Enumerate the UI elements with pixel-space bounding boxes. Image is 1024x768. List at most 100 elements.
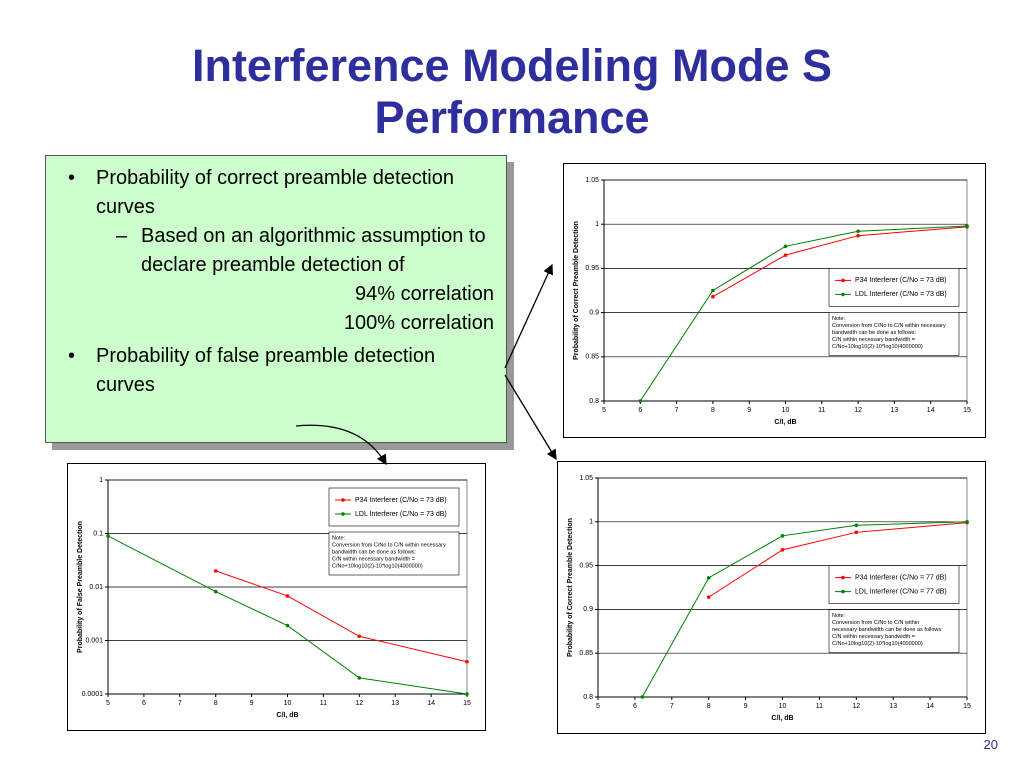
- y-tick-label: 1: [589, 519, 593, 526]
- note-text: Conversion from C/No to C/N within: [832, 620, 919, 626]
- data-point: [711, 294, 715, 299]
- legend-label: LDL Interferer (C/No = 77 dB): [855, 588, 947, 595]
- y-axis-label: Probability of False Preamble Detection: [77, 521, 84, 653]
- x-tick-label: 7: [178, 700, 182, 707]
- x-tick-label: 14: [927, 407, 935, 414]
- x-tick-label: 13: [391, 700, 399, 707]
- data-point: [783, 253, 788, 257]
- bullet-box: Probability of correct preamble detectio…: [45, 155, 507, 443]
- x-axis-label: C/I, dB: [276, 712, 298, 719]
- legend-label: LDL Interferer (C/No = 73 dB): [855, 291, 947, 298]
- x-tick-label: 12: [854, 407, 862, 414]
- data-point: [965, 520, 969, 524]
- data-point: [357, 676, 362, 680]
- note-text: Note:: [332, 535, 346, 541]
- note-text: Conversion from C/No to C/N within neces…: [332, 542, 446, 548]
- x-axis-label: C/I, dB: [771, 715, 793, 722]
- x-tick-label: 8: [707, 703, 711, 710]
- series-line: [708, 522, 968, 598]
- series-line: [215, 570, 468, 663]
- data-point: [638, 399, 643, 403]
- x-tick-label: 7: [670, 703, 674, 710]
- note-text: necessary bandwidth can be done as follo…: [832, 627, 943, 633]
- data-point: [213, 569, 218, 573]
- x-tick-label: 12: [355, 700, 363, 707]
- data-point: [780, 534, 785, 538]
- y-tick-label: 0.01: [89, 584, 103, 591]
- note-text: C/N within necessary bandwidth =: [332, 556, 415, 562]
- x-tick-label: 11: [320, 700, 327, 707]
- y-tick-label: 1.05: [579, 475, 593, 482]
- x-tick-label: 6: [142, 700, 146, 707]
- note-text: Note:: [832, 316, 846, 322]
- bullet: Probability of correct preamble detectio…: [56, 164, 496, 222]
- x-tick-label: 15: [963, 407, 971, 414]
- y-tick-label: 0.85: [579, 650, 593, 657]
- x-tick-label: 5: [596, 703, 600, 710]
- sub-bullet: Based on an algorithmic assumption to de…: [56, 222, 496, 280]
- x-tick-label: 10: [284, 700, 292, 707]
- y-tick-label: 0.95: [585, 265, 599, 272]
- data-point: [285, 623, 290, 628]
- note-text: C/N within necessary bandwidth =: [832, 634, 915, 640]
- data-point: [706, 576, 711, 580]
- note-box: [828, 609, 960, 653]
- x-tick-label: 9: [250, 700, 254, 707]
- data-point: [856, 233, 860, 238]
- y-tick-label: 1: [99, 477, 103, 484]
- data-point: [854, 530, 859, 535]
- data-point: [285, 594, 290, 598]
- legend-marker: [841, 292, 845, 297]
- legend-label: P34 Interferer (C/No = 73 dB): [855, 277, 947, 284]
- x-tick-label: 9: [747, 407, 751, 414]
- data-point: [640, 695, 645, 699]
- x-tick-label: 8: [711, 407, 715, 414]
- data-point: [357, 634, 362, 639]
- y-tick-label: 0.1: [93, 530, 103, 537]
- legend-label: LDL Interferer (C/No = 73 dB): [355, 511, 447, 518]
- y-tick-label: 1: [595, 221, 599, 228]
- x-tick-label: 13: [889, 703, 897, 710]
- sub-item: 94% correlation: [355, 283, 494, 305]
- note-text: bandwidth can be done as follows:: [832, 330, 917, 336]
- arrow: [504, 263, 553, 369]
- data-point: [783, 244, 788, 249]
- x-tick-label: 15: [963, 703, 971, 710]
- x-tick-label: 6: [633, 703, 637, 710]
- x-axis-label: C/I, dB: [774, 419, 796, 426]
- chart: 0.8 0.85 0.9 0.95 1 1.05 5 6 7 8 9 10 11 12 13 14 15 C/I,…: [563, 163, 986, 438]
- y-tick-label: 0.95: [579, 562, 593, 569]
- note-text: Note:: [832, 613, 846, 619]
- y-tick-label: 0.001: [85, 637, 103, 644]
- bullet: Probability of false preamble detection …: [56, 342, 496, 400]
- y-tick-label: 0.9: [583, 606, 593, 613]
- x-tick-label: 14: [427, 700, 435, 707]
- x-tick-label: 13: [891, 407, 899, 414]
- y-tick-label: 0.85: [585, 354, 599, 361]
- note-text: bandwidth can be done as follows:: [332, 549, 417, 555]
- legend: [828, 268, 960, 307]
- note-text: C/No+10log10(2)-10*log10(4000000): [832, 641, 923, 647]
- note-text: C/N within necessary bandwidth =: [832, 337, 915, 343]
- y-tick-label: 0.9: [589, 309, 599, 316]
- x-tick-label: 10: [779, 703, 787, 710]
- legend-label: P34 Interferer (C/No = 73 dB): [355, 497, 447, 504]
- y-tick-label: 0.8: [589, 398, 599, 405]
- x-tick-label: 6: [638, 407, 642, 414]
- data-point: [965, 224, 969, 228]
- y-tick-label: 0.8: [583, 694, 593, 701]
- legend-marker: [841, 278, 845, 283]
- x-tick-label: 9: [744, 703, 748, 710]
- x-tick-label: 14: [926, 703, 934, 710]
- x-tick-label: 15: [463, 700, 471, 707]
- note-box: [828, 312, 960, 356]
- data-point: [711, 288, 715, 293]
- y-axis-label: Probability of Correct Preamble Detectio…: [573, 221, 580, 360]
- data-point: [780, 548, 785, 552]
- x-tick-label: 5: [602, 407, 606, 414]
- data-point: [854, 523, 859, 528]
- sub-item: 100% correlation: [343, 312, 494, 334]
